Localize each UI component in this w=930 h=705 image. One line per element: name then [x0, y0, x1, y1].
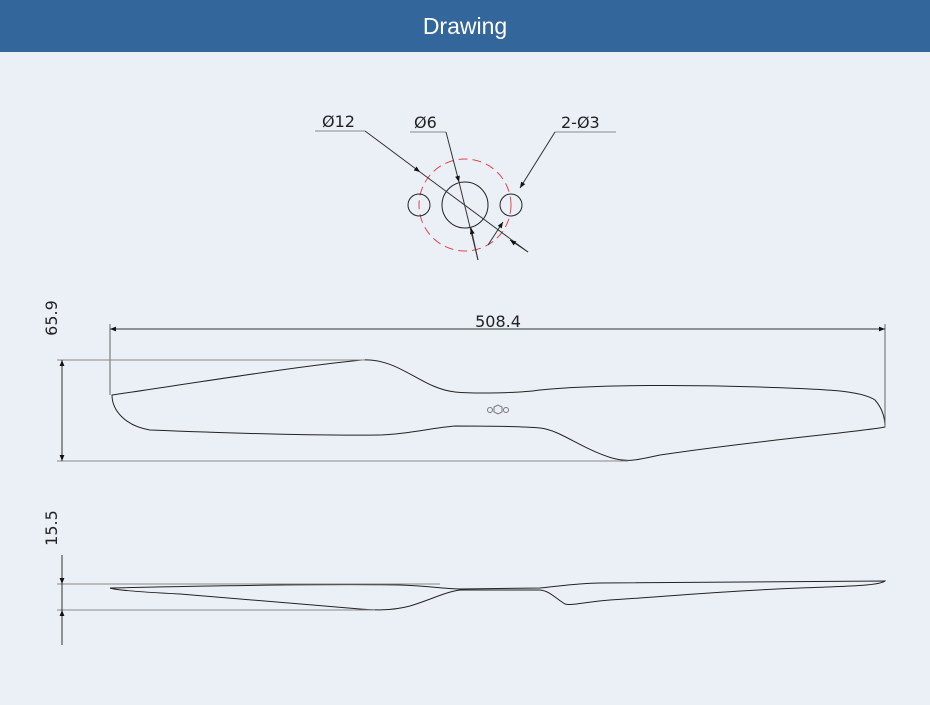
mount-holes-leader: [487, 131, 616, 246]
right-mount-hole: [499, 193, 523, 217]
diameter-12-leader: [315, 130, 529, 253]
pitch-circle: [418, 158, 512, 252]
blade-outline-side: [109, 580, 887, 611]
section-header: Drawing: [0, 0, 930, 52]
mount-holes-label: 2-Ø3: [561, 113, 600, 132]
side-view: [57, 555, 887, 645]
hub-marks: [487, 404, 509, 415]
center-hole: [441, 181, 489, 229]
thickness-label: 15.5: [42, 510, 61, 546]
hub-view: [315, 130, 616, 261]
length-label: 508.4: [475, 312, 521, 331]
diameter-6-leader: [410, 131, 479, 261]
left-mount-hole: [407, 193, 431, 217]
width-dimension: [57, 359, 628, 462]
top-view: [57, 324, 886, 462]
section-title: Drawing: [422, 12, 508, 39]
thickness-dimension: [57, 555, 440, 645]
blade-outline-top: [111, 359, 886, 461]
diameter-12-label: Ø12: [322, 112, 355, 131]
width-label: 65.9: [42, 300, 61, 336]
diameter-6-label: Ø6: [414, 113, 437, 132]
length-dimension: [109, 324, 886, 427]
